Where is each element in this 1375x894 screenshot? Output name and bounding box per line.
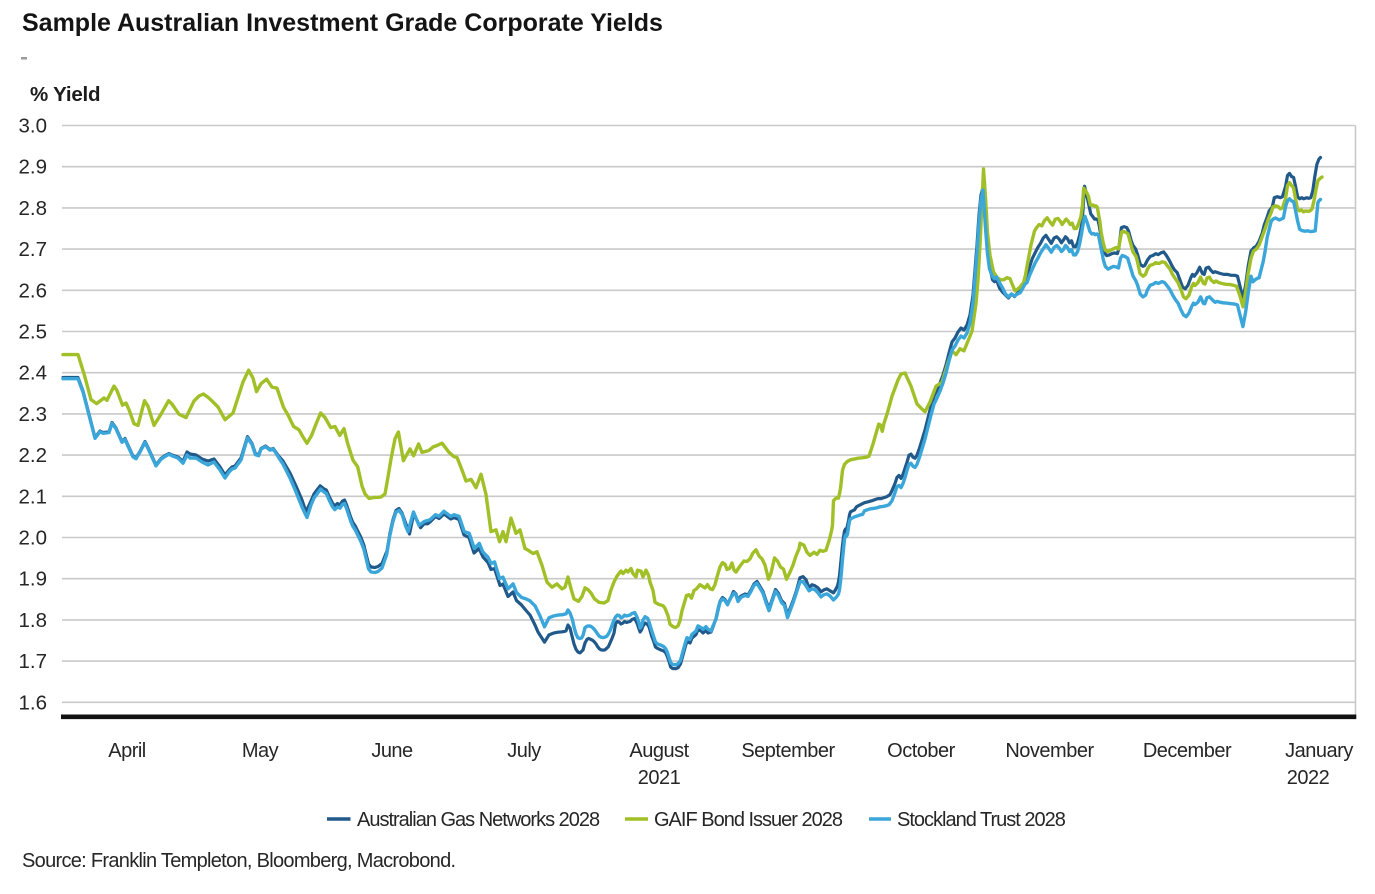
svg-text:% Yield: % Yield bbox=[30, 83, 100, 106]
svg-text:2.1: 2.1 bbox=[19, 485, 48, 508]
svg-text:2.2: 2.2 bbox=[19, 444, 48, 467]
svg-text:2.0: 2.0 bbox=[19, 527, 48, 550]
svg-text:August: August bbox=[629, 740, 689, 762]
svg-text:July: July bbox=[507, 740, 541, 762]
svg-text:December: December bbox=[1143, 740, 1232, 762]
svg-text:1.7: 1.7 bbox=[19, 650, 48, 673]
svg-text:2022: 2022 bbox=[1287, 767, 1330, 789]
svg-text:2.7: 2.7 bbox=[19, 238, 48, 261]
svg-text:1.8: 1.8 bbox=[19, 609, 48, 632]
svg-text:3.0: 3.0 bbox=[19, 115, 48, 138]
svg-text:November: November bbox=[1005, 740, 1094, 762]
svg-text:GAIF Bond Issuer 2028: GAIF Bond Issuer 2028 bbox=[654, 809, 843, 831]
svg-text:April: April bbox=[108, 740, 146, 762]
svg-text:2.8: 2.8 bbox=[19, 197, 48, 220]
svg-text:Sample Australian Investment G: Sample Australian Investment Grade Corpo… bbox=[22, 9, 663, 37]
svg-text:September: September bbox=[741, 740, 835, 762]
svg-text:May: May bbox=[242, 740, 279, 762]
svg-text:2.3: 2.3 bbox=[19, 403, 48, 426]
svg-text:June: June bbox=[371, 740, 413, 762]
svg-text:Australian Gas Networks 2028: Australian Gas Networks 2028 bbox=[357, 809, 600, 831]
svg-text:2.6: 2.6 bbox=[19, 279, 48, 302]
svg-text:October: October bbox=[887, 740, 955, 762]
svg-text:2.4: 2.4 bbox=[19, 362, 48, 385]
svg-text:January: January bbox=[1285, 740, 1353, 762]
svg-text:Source: Franklin Templeton, Bl: Source: Franklin Templeton, Bloomberg, M… bbox=[22, 850, 455, 872]
svg-text:1.6: 1.6 bbox=[19, 691, 48, 714]
svg-text:2021: 2021 bbox=[638, 767, 681, 789]
svg-text:1.9: 1.9 bbox=[19, 568, 48, 591]
svg-text:2.5: 2.5 bbox=[19, 321, 48, 344]
svg-text:2.9: 2.9 bbox=[19, 156, 48, 179]
svg-text:Stockland Trust 2028: Stockland Trust 2028 bbox=[897, 809, 1066, 831]
